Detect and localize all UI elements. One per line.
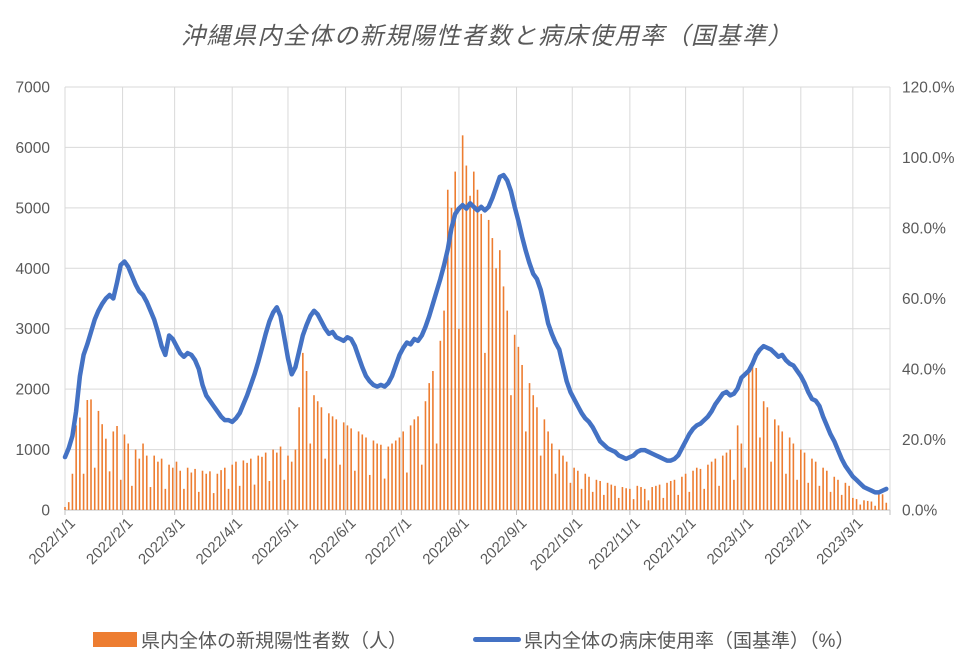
svg-text:2022/7/1: 2022/7/1	[362, 515, 415, 568]
svg-text:2000: 2000	[16, 382, 51, 399]
svg-text:2022/9/1: 2022/9/1	[477, 515, 530, 568]
svg-text:4000: 4000	[16, 261, 51, 278]
svg-text:60.0%: 60.0%	[902, 291, 946, 308]
svg-text:0: 0	[41, 503, 50, 520]
svg-text:20.0%: 20.0%	[902, 432, 946, 449]
bar-series-new-cases	[64, 135, 888, 511]
svg-text:2022/2/1: 2022/2/1	[83, 515, 136, 568]
svg-text:2022/1/1: 2022/1/1	[26, 515, 79, 568]
svg-text:0.0%: 0.0%	[902, 503, 938, 520]
svg-text:80.0%: 80.0%	[902, 221, 946, 238]
svg-text:2022/6/1: 2022/6/1	[306, 515, 359, 568]
svg-text:2022/3/1: 2022/3/1	[135, 515, 188, 568]
svg-text:7000: 7000	[16, 80, 51, 97]
svg-text:2022/12/1: 2022/12/1	[640, 515, 699, 574]
svg-text:120.0%: 120.0%	[902, 80, 955, 97]
svg-text:2022/11/1: 2022/11/1	[585, 515, 643, 573]
legend-item-cases: 県内全体の新規陽性者数（人）	[93, 628, 408, 652]
svg-text:1000: 1000	[16, 442, 51, 459]
y-axis-right-labels: 0.0% 20.0% 40.0% 60.0% 80.0% 100.0% 120.0%	[902, 80, 955, 520]
svg-text:6000: 6000	[16, 140, 51, 157]
line-series-bed-usage	[62, 172, 889, 495]
line-series-label: 県内全体の病床使用率（国基準）（%）	[524, 630, 855, 652]
legend-item-bed-usage: 県内全体の病床使用率（国基準）（%）	[473, 628, 855, 652]
svg-text:100.0%: 100.0%	[902, 150, 955, 167]
bar-series-label: 県内全体の新規陽性者数（人）	[141, 630, 408, 652]
svg-text:40.0%: 40.0%	[902, 362, 946, 379]
bar-series-swatch	[93, 631, 137, 647]
svg-text:2022/4/1: 2022/4/1	[193, 515, 246, 568]
svg-text:2023/3/1: 2023/3/1	[813, 515, 866, 568]
svg-text:5000: 5000	[16, 200, 51, 217]
svg-text:2022/5/1: 2022/5/1	[249, 515, 302, 568]
svg-text:2022/8/1: 2022/8/1	[419, 515, 472, 568]
svg-text:2022/10/1: 2022/10/1	[527, 515, 586, 574]
x-axis	[64, 509, 891, 515]
svg-text:2023/2/1: 2023/2/1	[761, 515, 814, 568]
svg-text:2023/1/1: 2023/1/1	[704, 515, 757, 568]
svg-text:3000: 3000	[16, 321, 51, 338]
chart-title: 沖縄県内全体の新規陽性者数と病床使用率（国基準）	[181, 23, 793, 50]
line-series-swatch	[473, 636, 521, 642]
y-axis-left-labels: 0 1000 2000 3000 4000 5000 6000 7000	[16, 80, 51, 520]
